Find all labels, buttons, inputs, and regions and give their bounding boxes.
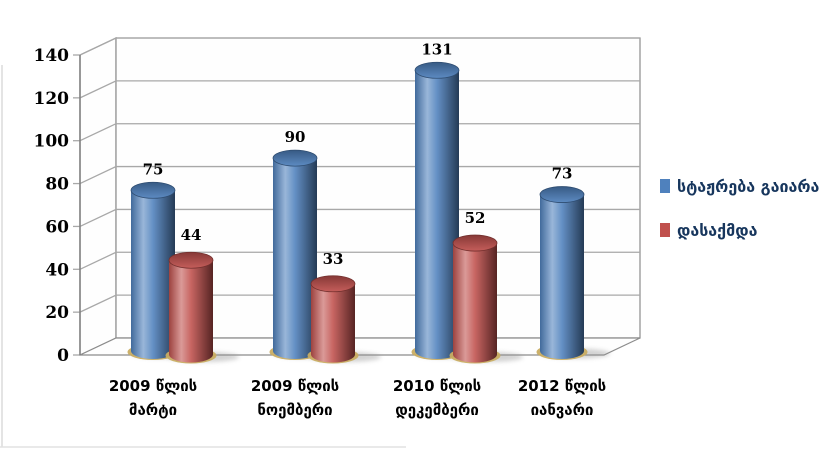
y-axis-tick-label: 20 — [45, 303, 69, 323]
bar-series2-cat3 — [449, 234, 523, 364]
legend-swatch-red — [660, 223, 670, 237]
bar-series2-cat2 — [307, 275, 381, 364]
gridline — [79, 80, 640, 99]
bars — [127, 61, 610, 364]
bar-top-cap — [130, 181, 176, 199]
legend-label-series2: დასაქმდა — [677, 220, 758, 240]
data-label: 131 — [421, 40, 452, 58]
y-axis-tick-label: 0 — [57, 346, 69, 366]
y-axis-tick-label: 140 — [34, 46, 70, 66]
data-label: 73 — [552, 165, 573, 183]
category-label: 2012 წლის — [518, 377, 606, 395]
y-axis-tick-label: 60 — [45, 217, 69, 237]
bar-top-cap — [168, 251, 214, 269]
legend-item-series2: დასაქმდა — [660, 220, 819, 240]
plot-walls — [79, 37, 641, 356]
bar-top-cap — [310, 275, 356, 293]
category-labels: 2009 წლის მარტი 2009 წლის ნოემბერი 2010 წლის… — [109, 377, 606, 419]
bar-body — [273, 158, 317, 351]
bar-body — [415, 70, 459, 352]
y-axis-tick-label: 100 — [34, 132, 70, 152]
bar-top-cap — [539, 186, 585, 203]
bar-body — [453, 243, 497, 355]
data-label: 52 — [465, 209, 486, 227]
data-label: 90 — [285, 128, 306, 146]
gridline — [79, 208, 640, 228]
legend: სტაჟრება გაიარა დასაქმდა — [660, 176, 819, 240]
bar-body — [169, 260, 213, 355]
category-label: ნოემბერი — [257, 401, 332, 419]
left-wall — [79, 37, 117, 356]
y-axis-labels: 0 20 40 60 80 100 120 140 — [34, 46, 70, 366]
data-label: 33 — [323, 250, 344, 268]
y-axis-tick-label: 80 — [45, 175, 69, 195]
legend-label-series1: სტაჟრება გაიარა — [677, 176, 820, 196]
category-label: იანვარი — [531, 401, 594, 419]
category-label: 2009 წლის — [251, 377, 339, 395]
bar-series1-cat4 — [536, 186, 610, 360]
category-label: მარტი — [129, 401, 177, 419]
bar-top-cap — [272, 149, 318, 167]
bar-body — [540, 194, 584, 351]
data-label: 75 — [143, 160, 164, 178]
category-label: დეკემბერი — [395, 401, 479, 419]
legend-swatch-blue — [660, 179, 670, 193]
gridline — [79, 165, 640, 185]
legend-item-series1: სტაჟრება გაიარა — [660, 176, 819, 196]
bar-body — [131, 190, 175, 351]
y-axis-tick-label: 40 — [45, 260, 69, 280]
data-label: 44 — [181, 226, 202, 244]
bar-series1-cat3 — [411, 61, 485, 360]
document-border-lines — [0, 65, 406, 448]
gridline — [79, 37, 640, 56]
category-label: 2009 წლის — [109, 377, 197, 395]
gridline — [79, 123, 640, 142]
bar-series2-cat1 — [165, 251, 239, 364]
data-labels: 75 44 90 33 131 52 73 — [143, 40, 573, 268]
bar-top-cap — [414, 61, 460, 79]
bar-body — [311, 283, 355, 355]
y-axis-tick-label: 120 — [34, 89, 70, 109]
category-label: 2010 წლის — [393, 377, 481, 395]
bar-top-cap — [452, 234, 498, 252]
